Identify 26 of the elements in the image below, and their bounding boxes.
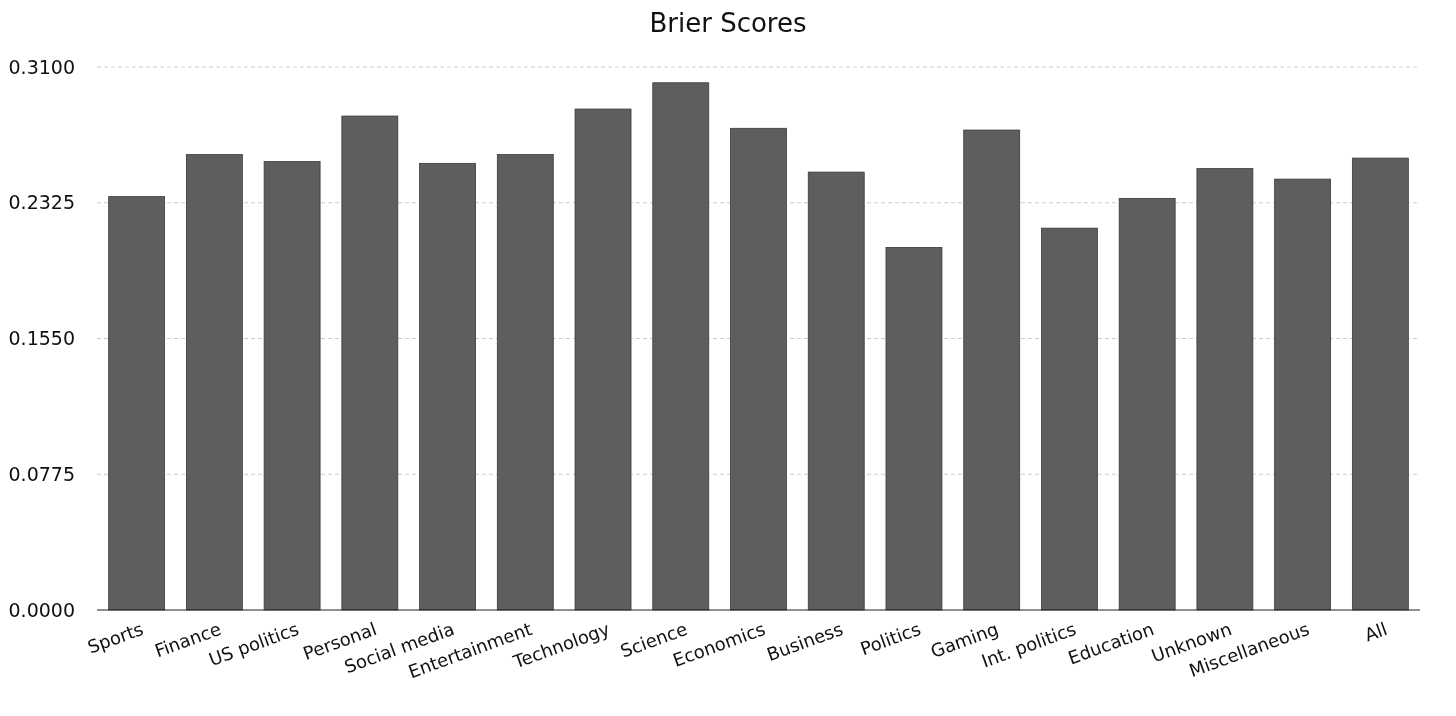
bar <box>341 115 399 611</box>
bar <box>263 161 321 611</box>
bar <box>574 108 632 611</box>
bar <box>1351 157 1409 611</box>
chart-title: Brier Scores <box>649 8 807 38</box>
bar <box>419 162 476 611</box>
y-tick-label: 0.1550 <box>8 327 75 350</box>
x-tick-label: All <box>1361 618 1390 646</box>
bar <box>885 247 943 611</box>
bar <box>1041 227 1098 611</box>
bar <box>807 171 865 611</box>
y-tick-label: 0.3100 <box>8 55 75 78</box>
x-tick-label: Sports <box>84 618 147 658</box>
bar <box>652 82 710 611</box>
bar <box>108 196 166 611</box>
y-tick-label: 0.0000 <box>8 598 75 621</box>
bar <box>730 127 787 611</box>
x-tick-label: Politics <box>857 618 924 660</box>
y-tick-label: 0.2325 <box>8 191 75 214</box>
bar <box>1196 168 1254 611</box>
bar <box>496 154 554 611</box>
bar <box>1274 178 1332 611</box>
bar <box>1118 197 1176 611</box>
y-tick-label: 0.0775 <box>8 462 75 485</box>
bar <box>963 129 1021 611</box>
bar <box>185 154 243 611</box>
